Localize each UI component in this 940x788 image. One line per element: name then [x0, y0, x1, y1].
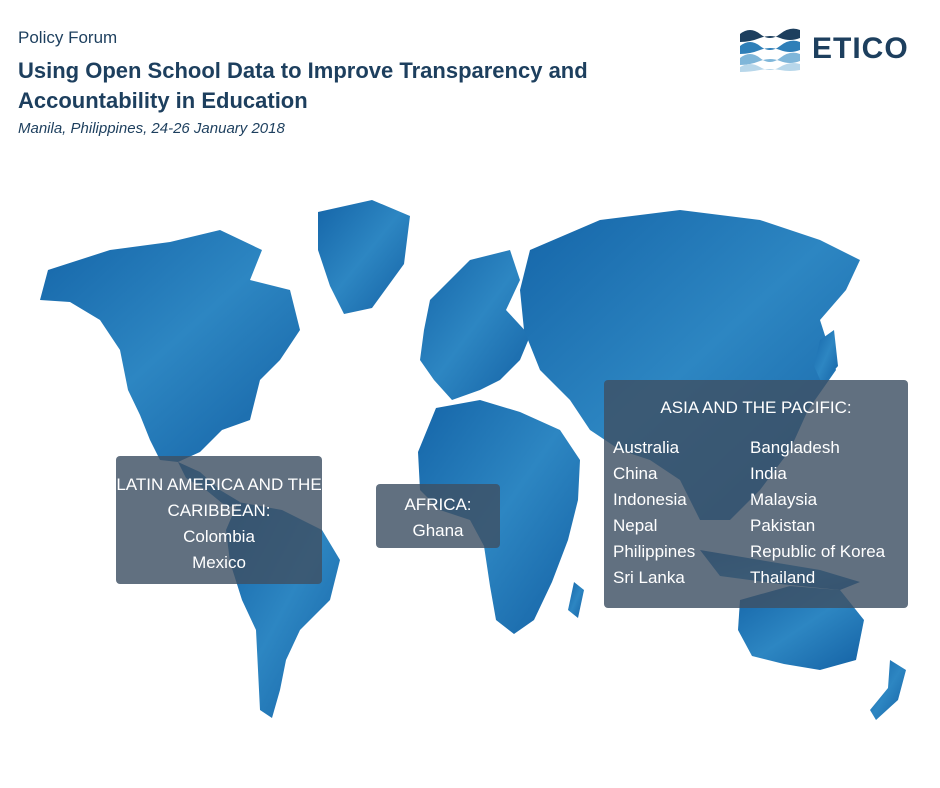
country-ghana: Ghana	[412, 521, 464, 540]
country-pakistan: Pakistan	[750, 516, 816, 535]
region-heading-asia-pacific: ASIA AND THE PACIFIC:	[660, 398, 852, 417]
japan-shape	[814, 330, 838, 384]
europe-shape	[420, 250, 530, 400]
region-box-africa: AFRICA: Ghana	[376, 484, 500, 548]
madagascar-shape	[568, 582, 584, 618]
logo-text: ETICO	[812, 32, 909, 65]
country-china: China	[613, 464, 658, 483]
etico-logo: ETICO	[738, 24, 918, 72]
country-mexico: Mexico	[192, 553, 246, 572]
country-bangladesh: Bangladesh	[750, 438, 840, 457]
new-zealand-shape	[870, 660, 906, 720]
country-colombia: Colombia	[183, 527, 255, 546]
event-type: Policy Forum	[18, 28, 118, 47]
country-sri-lanka: Sri Lanka	[613, 568, 685, 587]
country-republic-of-korea: Republic of Korea	[750, 542, 886, 561]
region-heading-africa: AFRICA:	[404, 495, 472, 514]
region-box-latin-america: LATIN AMERICA AND THE CARIBBEAN: Colombi…	[116, 456, 322, 584]
country-thailand: Thailand	[750, 568, 816, 587]
country-india: India	[750, 464, 787, 483]
country-malaysia: Malaysia	[750, 490, 818, 509]
north-america-shape	[40, 230, 300, 462]
country-philippines: Philippines	[613, 542, 696, 561]
page-title: Using Open School Data to Improve Transp…	[18, 58, 588, 113]
country-indonesia: Indonesia	[613, 490, 687, 509]
region-box-asia-pacific: ASIA AND THE PACIFIC: Australia Banglade…	[604, 380, 908, 608]
country-nepal: Nepal	[613, 516, 658, 535]
etico-wave-logo-icon	[740, 28, 800, 72]
region-heading-latin-america: LATIN AMERICA AND THE CARIBBEAN:	[116, 475, 322, 520]
asia-country-list: Australia Bangladesh China India Indones…	[613, 435, 903, 591]
country-australia: Australia	[613, 438, 680, 457]
event-date-location: Manila, Philippines, 24-26 January 2018	[18, 120, 285, 137]
header: Policy Forum Using Open School Data to I…	[18, 28, 658, 137]
greenland-shape	[318, 200, 410, 314]
